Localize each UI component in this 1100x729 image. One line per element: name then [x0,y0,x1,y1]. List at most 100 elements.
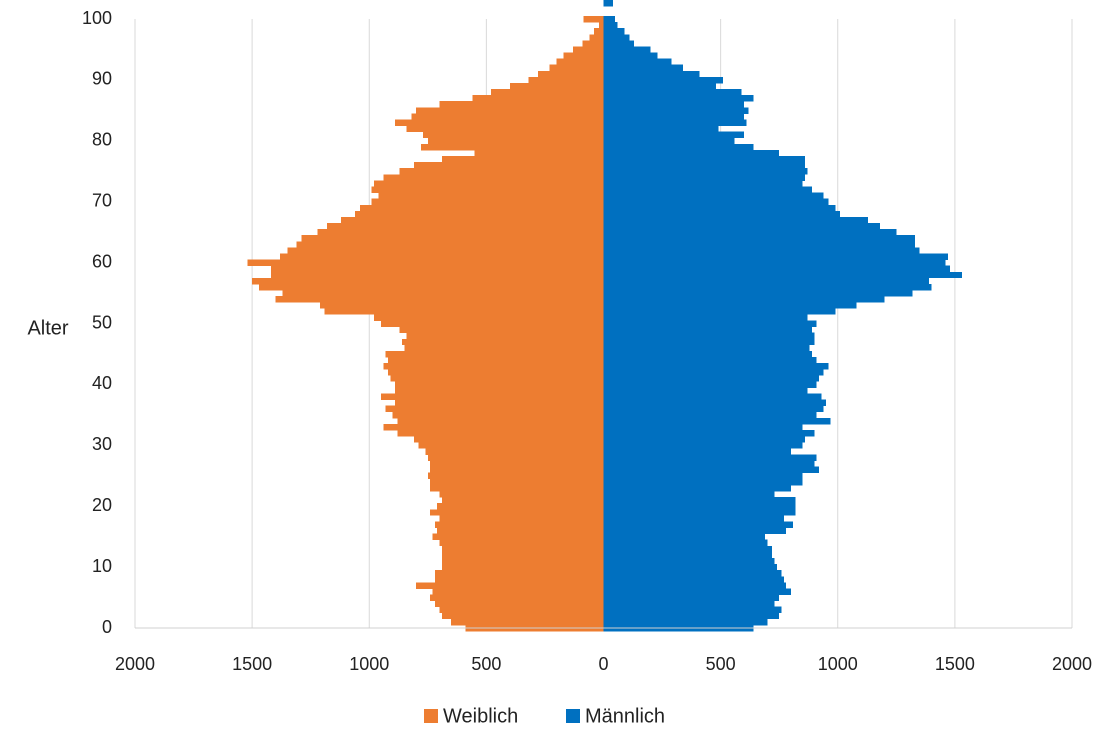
bar-weiblich-age-46 [404,344,604,352]
bar-weiblich-age-76 [413,162,604,169]
bar-maennlich-age-96 [603,40,634,47]
bar-maennlich-age-25 [603,472,803,480]
bar-maennlich-age-85 [603,107,749,114]
bar-maennlich-age-73 [603,180,803,187]
bar-weiblich-age-81 [423,131,604,139]
bar-maennlich-age-11 [603,557,775,565]
bar-maennlich-age-5 [603,594,780,601]
bar-weiblich-age-43 [383,363,604,370]
legend: Weiblich Männlich [424,705,665,727]
y-tick-label: 0 [102,617,112,637]
x-tick-label: 500 [471,654,501,674]
bar-maennlich-age-28 [603,454,817,461]
bar-weiblich-age-70 [371,198,604,206]
bar-weiblich-age-1 [451,618,604,626]
bar-maennlich-age-89 [603,82,716,90]
bar-maennlich-age-71 [603,192,824,200]
x-tick-label: 2000 [1052,654,1092,674]
bar-maennlich-age-57 [603,277,930,285]
bar-maennlich-age-24 [603,478,803,486]
bar-weiblich-age-91 [537,70,604,78]
bar-maennlich-age-67 [603,216,869,224]
bar-maennlich-age-47 [603,338,815,346]
bar-weiblich-age-100 [583,15,604,23]
legend-swatch-maennlich [566,709,580,723]
bar-weiblich-age-42 [387,369,604,376]
y-axis-ticks: 0 10 20 30 40 50 60 70 80 90 100 [82,8,112,637]
bar-maennlich-age-36 [603,405,824,413]
bar-weiblich-age-41 [390,375,604,382]
bar-weiblich-age-9 [434,570,604,577]
bar-weiblich-age-74 [383,174,604,181]
bar-maennlich-age-86 [603,101,745,108]
bar-maennlich-age-81 [603,131,745,139]
bar-weiblich-age-17 [434,521,604,528]
bar-weiblich-age-77 [441,156,604,163]
bar-weiblich-age-31 [413,436,604,443]
x-tick-label: 1500 [232,654,272,674]
bar-maennlich-age-33 [603,424,803,431]
bar-weiblich-age-64 [301,235,604,242]
bar-maennlich-age-14 [603,539,768,547]
bar-maennlich-age-68 [603,210,841,218]
bar-maennlich-age-83 [603,119,747,126]
bar-maennlich-age-32 [603,430,815,437]
bar-weiblich-age-19 [430,509,604,516]
bar-weiblich-age-94 [563,52,604,59]
bar-maennlich-age-75 [603,168,808,175]
bar-weiblich-age-6 [432,588,604,595]
bar-maennlich-age-8 [603,576,784,583]
bar-weiblich-age-7 [416,582,604,589]
bar-maennlich-age-30 [603,442,803,449]
bar-maennlich-age-99 [603,22,618,29]
bar-weiblich-age-63 [296,241,604,248]
bar-maennlich-age-40 [603,381,817,388]
y-tick-label: 20 [92,495,112,515]
bar-weiblich-age-50 [380,320,604,327]
bar-maennlich-age-49 [603,326,812,334]
bar-maennlich-age-20 [603,503,796,510]
bar-maennlich-age-34 [603,417,831,425]
bar-weiblich-age-67 [341,216,604,224]
bar-weiblich-age-13 [441,545,604,553]
bar-maennlich-age-15 [603,533,766,541]
y-tick-label: 60 [92,251,112,271]
bar-weiblich-age-55 [282,290,604,297]
bar-maennlich-age-60 [603,259,946,267]
legend-label-maennlich: Männlich [585,705,665,727]
bar-weiblich-age-5 [430,594,604,601]
bar-weiblich-age-59 [270,265,604,273]
bar-weiblich-age-16 [437,527,604,534]
bar-maennlich-age-41 [603,375,820,382]
bar-weiblich-age-45 [385,350,604,358]
bar-maennlich-age-66 [603,223,880,230]
bar-maennlich-age-35 [603,411,817,419]
x-tick-label: 1000 [349,654,389,674]
bar-weiblich-age-71 [378,192,604,200]
bar-maennlich-age-27 [603,460,815,467]
bar-maennlich-age-2 [603,612,780,620]
bar-weiblich-age-65 [317,229,604,236]
bar-weiblich-age-28 [427,454,604,461]
bar-maennlich-age-29 [603,448,791,455]
bar-maennlich-age-39 [603,387,808,394]
legend-swatch-weiblich [424,709,438,723]
bar-weiblich-age-37 [395,399,604,407]
bar-maennlich-age-91 [603,70,700,78]
bar-weiblich-age-68 [355,210,604,218]
bar-maennlich-age-42 [603,369,824,376]
bar-weiblich-age-11 [441,557,604,565]
bar-maennlich-age-45 [603,350,812,358]
bar-maennlich-age-100 [603,15,616,23]
series-maennlich [603,0,962,632]
bar-maennlich-age-59 [603,265,951,273]
y-tick-label: 10 [92,556,112,576]
bar-weiblich-age-30 [418,442,604,449]
bar-maennlich-age-97 [603,34,630,41]
bar-weiblich-age-89 [509,82,604,90]
bar-maennlich-age-55 [603,290,913,297]
bar-maennlich-age-94 [603,52,658,59]
bar-weiblich-age-78 [474,149,604,157]
y-tick-label: 30 [92,434,112,454]
bar-maennlich-age-22 [603,491,775,498]
